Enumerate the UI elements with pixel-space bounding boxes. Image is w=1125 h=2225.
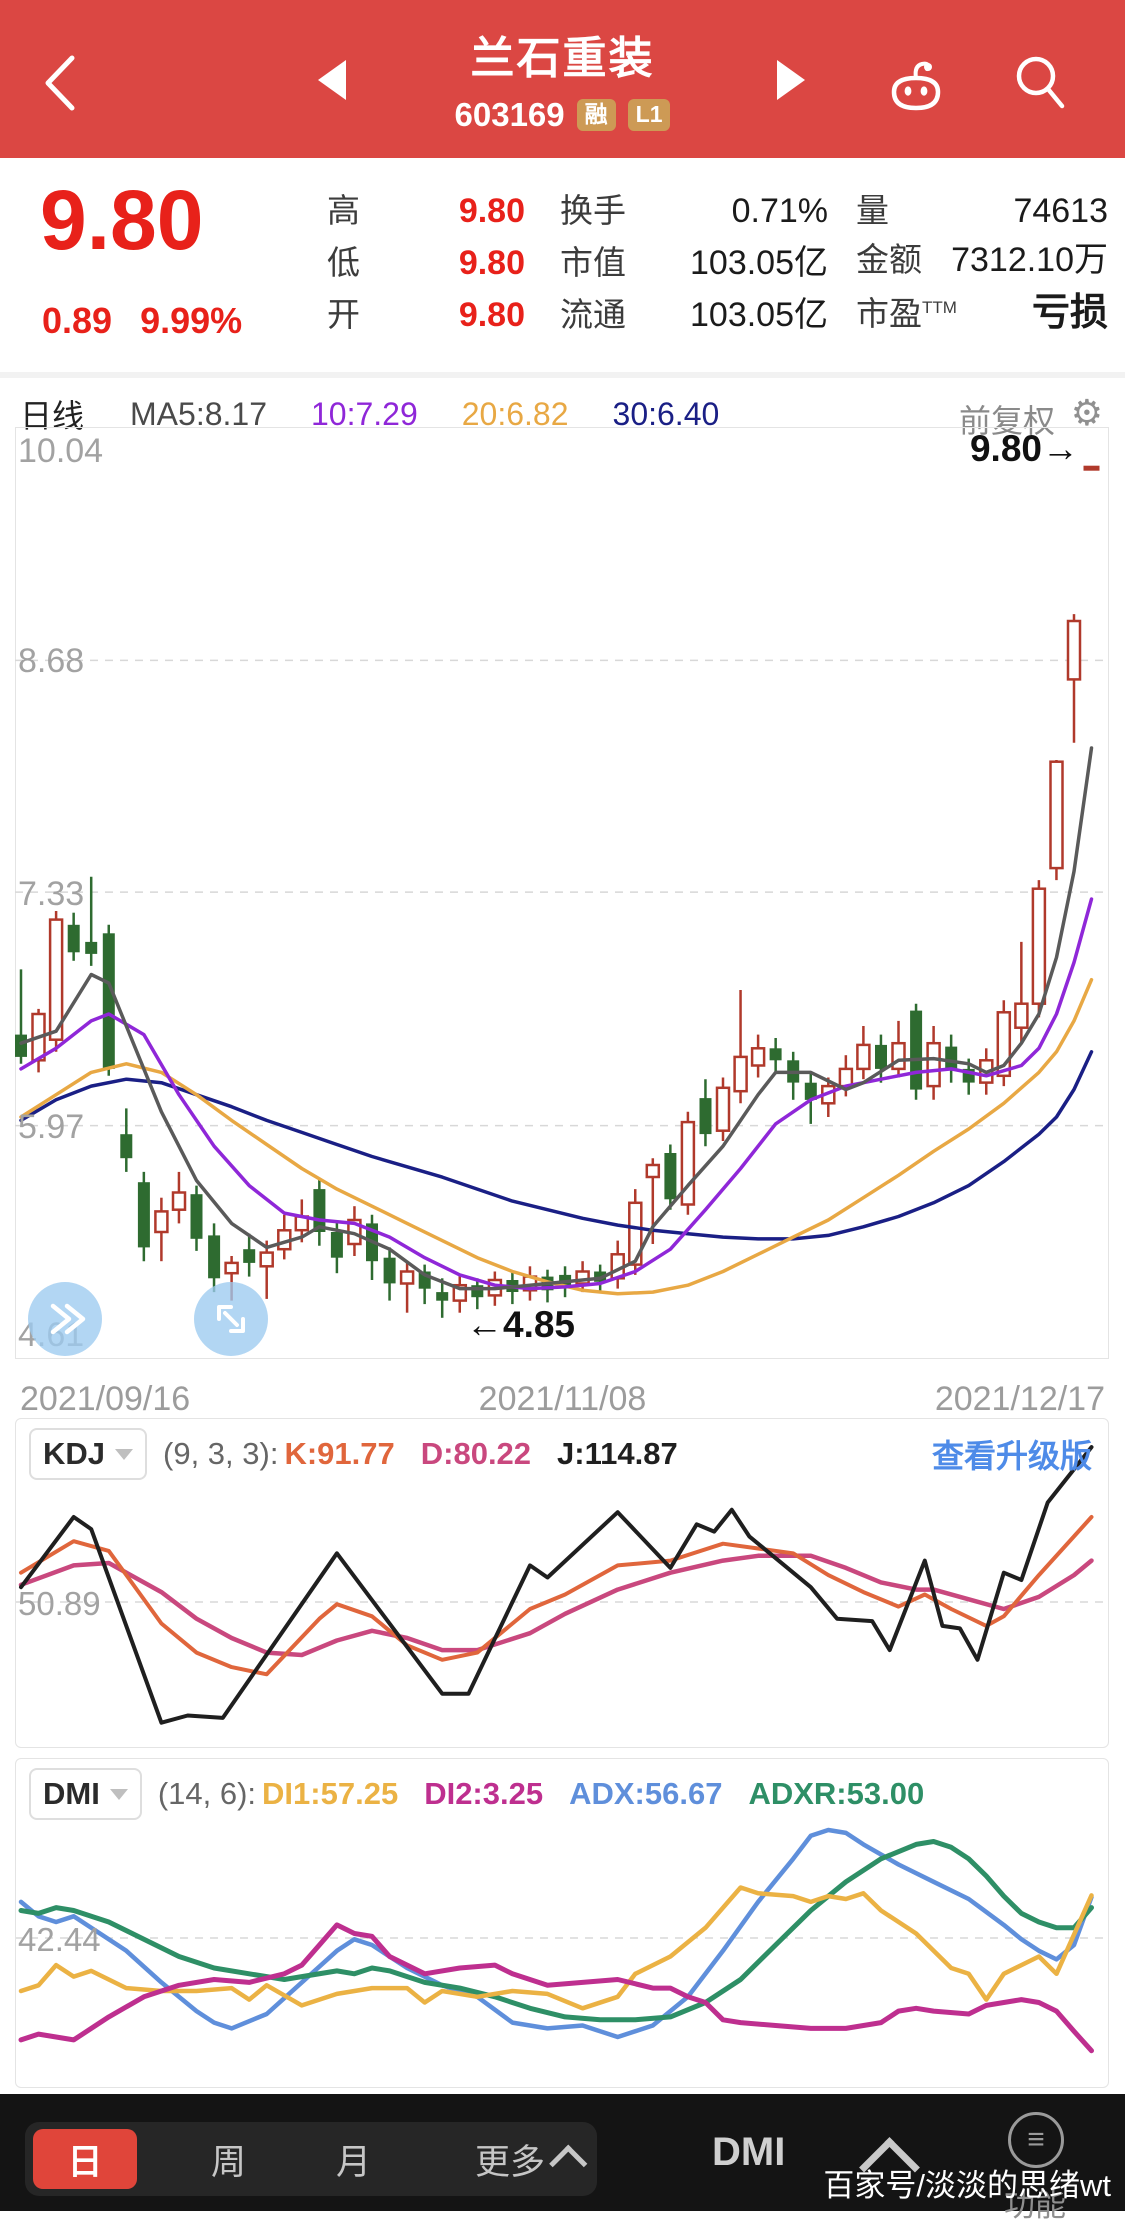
expand-chart-button[interactable] [194, 1282, 268, 1356]
date-end: 2021/12/17 [934, 1380, 1105, 1418]
float-value: 103.05亿 [690, 296, 828, 334]
kdj-k-value: K:91.77 [284, 1436, 395, 1471]
high-value: 9.80 [458, 192, 525, 230]
last-price-annotation: 9.80→ [969, 428, 1079, 469]
ma30-legend: 30:6.40 [612, 395, 720, 432]
tab-weekly[interactable]: 周 [211, 2142, 247, 2182]
double-chevron-right-icon [50, 1303, 86, 1335]
open-value: 9.80 [458, 296, 525, 334]
bottom-nav-bar: 日 周 月 更多 DMI ≡ 功能 百家号/淡淡的思绪wt [0, 2094, 1125, 2223]
robot-assistant-icon[interactable] [880, 52, 952, 124]
date-mid: 2021/11/08 [478, 1380, 647, 1418]
current-price: 9.80 [40, 173, 204, 267]
adjust-mode-label[interactable]: 前复权 [958, 403, 1055, 439]
dmi-params: (14, 6): [157, 1776, 257, 1811]
amount-value: 7312.10万 [951, 241, 1108, 279]
period-tab-group: 日 周 月 更多 [25, 2122, 597, 2196]
dmi-indicator-panel[interactable]: DMI (14, 6): DI1:57.25 DI2:3.25 ADX:56.6… [15, 1758, 1109, 2088]
dmi-header: DMI (14, 6): DI1:57.25 DI2:3.25 ADX:56.6… [29, 1768, 1095, 1820]
stock-title: 兰石重装 [470, 34, 655, 83]
prev-stock-icon[interactable] [318, 60, 346, 100]
search-icon[interactable] [1006, 48, 1074, 120]
y-label-5-97: 5.97 [18, 1108, 85, 1146]
quote-col-right: 量 74613 金额 7312.10万 市盈TTM 亏损 [856, 192, 1108, 334]
back-icon[interactable] [38, 50, 84, 116]
quote-col-ohl: 高 9.80 低 9.80 开 9.80 [327, 192, 525, 334]
kdj-indicator-panel[interactable]: KDJ (9, 3, 3): K:91.77 D:80.22 J:114.87 … [15, 1418, 1109, 1748]
kdj-j-value: J:114.87 [557, 1436, 678, 1471]
tab-monthly[interactable]: 月 [336, 2142, 372, 2182]
ma10-legend: 10:7.29 [310, 395, 418, 432]
upgrade-link[interactable]: 查看升级版 [931, 1438, 1092, 1474]
dmi-dropdown[interactable]: DMI [29, 1768, 142, 1820]
price-change-pct: 9.99% [140, 300, 243, 341]
indicator-selector[interactable]: DMI [712, 2130, 786, 2174]
turnover-value: 0.71% [731, 192, 828, 230]
dmi-adxr-value: ADXR:53.00 [748, 1776, 925, 1811]
hamburger-icon: ≡ [1027, 2123, 1045, 2156]
low-price-annotation: ←4.85 [466, 1304, 576, 1345]
section-divider [0, 372, 1125, 378]
ma-legend-row: 日线 MA5:8.17 10:7.29 20:6.82 30:6.40 [20, 394, 1105, 435]
level-badge: L1 [627, 99, 671, 131]
marketcap-value: 103.05亿 [690, 244, 828, 282]
candlestick-chart[interactable] [14, 427, 1109, 1359]
low-value: 9.80 [458, 244, 525, 282]
y-label-8-68: 8.68 [18, 642, 85, 680]
chevron-down-icon [115, 1448, 134, 1460]
chevron-down-icon [109, 1788, 128, 1800]
stock-code-row: 603169 融 L1 [0, 96, 1125, 134]
diagonal-expand-arrows-icon [217, 1305, 245, 1333]
dmi-adx-value: ADX:56.67 [569, 1776, 723, 1811]
tab-more[interactable]: 更多 [475, 2134, 588, 2185]
dmi-grid-label: 42.44 [18, 1921, 101, 1958]
app-header: 兰石重装 603169 融 L1 [0, 0, 1125, 158]
tab-daily[interactable]: 日 [33, 2129, 137, 2189]
kdj-d-value: D:80.22 [420, 1436, 532, 1471]
price-change-row: 0.89 9.99% [42, 300, 242, 342]
ma20-legend: 20:6.82 [461, 395, 569, 432]
margin-badge: 融 [576, 99, 616, 131]
pe-value: 亏损 [1031, 292, 1108, 334]
date-start: 2021/09/16 [20, 1380, 191, 1418]
kdj-grid-label: 50.89 [18, 1585, 101, 1622]
kdj-params: (9, 3, 3): [163, 1436, 279, 1471]
fast-backward-button[interactable] [28, 1282, 102, 1356]
volume-value: 74613 [1013, 192, 1108, 230]
y-label-10-04: 10.04 [18, 432, 104, 470]
watermark: 百家号/淡淡的思绪wt [823, 2168, 1111, 2203]
gear-icon[interactable]: ⚙ [1070, 392, 1103, 433]
ma5-legend: MA5:8.17 [130, 395, 267, 432]
kdj-dropdown[interactable]: KDJ [29, 1428, 148, 1480]
kdj-header: KDJ (9, 3, 3): K:91.77 D:80.22 J:114.87 [29, 1428, 1095, 1480]
stock-code: 603169 [454, 96, 565, 133]
y-label-7-33: 7.33 [18, 875, 85, 913]
dmi-di1-value: DI1:57.25 [262, 1776, 399, 1811]
functions-menu-button[interactable]: ≡ [1008, 2112, 1064, 2168]
chevron-up-icon [549, 2144, 588, 2183]
period-label: 日线 [20, 398, 85, 434]
price-change: 0.89 [42, 300, 113, 341]
quote-col-mid: 换手 0.71% 市值 103.05亿 流通 103.05亿 [560, 192, 828, 334]
dmi-di2-value: DI2:3.25 [424, 1776, 544, 1811]
next-stock-icon[interactable] [777, 60, 805, 100]
